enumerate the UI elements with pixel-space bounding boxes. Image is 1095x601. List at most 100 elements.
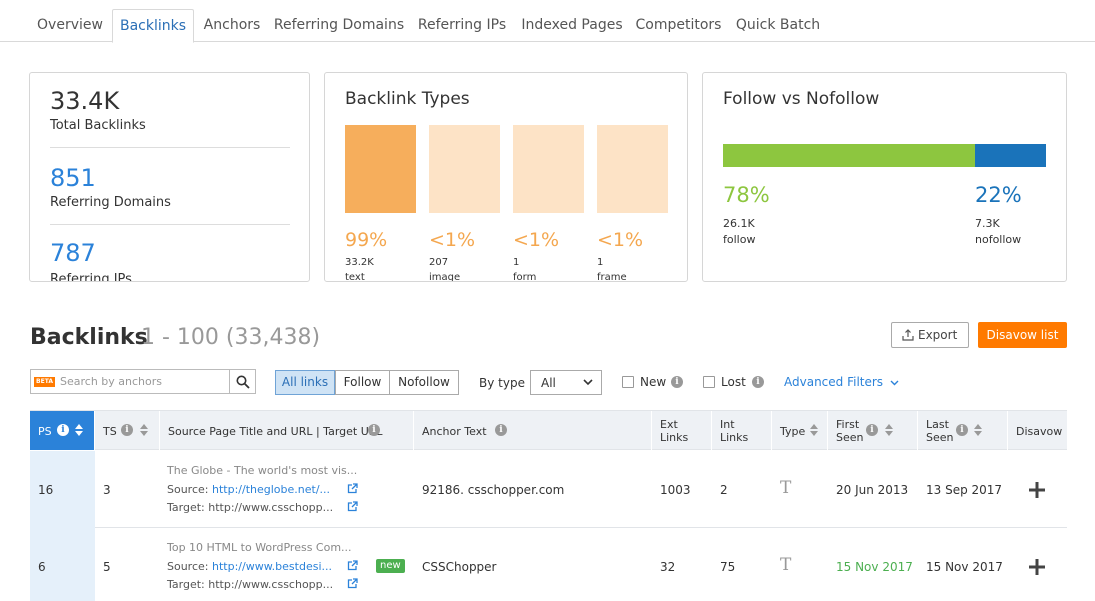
section-title: Backlinks	[30, 325, 148, 350]
referring-ips-label: Referring IPs	[50, 272, 132, 282]
col-ps[interactable]: PS i	[30, 411, 95, 450]
external-link-icon[interactable]	[347, 560, 358, 571]
add-disavow-icon[interactable]	[1028, 558, 1046, 576]
export-label: Export	[918, 328, 958, 342]
col-anchor: Anchor Text i	[414, 411, 652, 450]
source-info-icon[interactable]: i	[368, 424, 380, 436]
anchor-info-icon[interactable]: i	[495, 424, 507, 436]
table-header: PS i TS i Source Page Title and URL | Ta…	[30, 410, 1067, 450]
type-pct-frame: <1%	[597, 229, 644, 251]
follow-ratio-bar[interactable]	[723, 144, 1046, 167]
lost-checkbox[interactable]	[703, 376, 715, 388]
search-anchors-field[interactable]: BETA Search by anchors	[30, 369, 229, 394]
add-disavow-icon[interactable]	[1028, 481, 1046, 499]
source-url-link[interactable]: http://www.bestdesi...	[212, 560, 332, 573]
type-bar-frame[interactable]	[597, 125, 668, 213]
nofollow-pct: 22%	[975, 183, 1022, 207]
col-source-label: Source Page Title and URL | Target URL	[168, 425, 383, 438]
chevron-down-icon	[583, 379, 593, 386]
anchor-text: CSSChopper	[422, 560, 497, 574]
total-backlinks-value[interactable]: 33.4K	[50, 87, 120, 115]
source-url-link[interactable]: http://theglobe.net/...	[212, 483, 331, 496]
disavow-list-button[interactable]: Disavow list	[978, 322, 1067, 348]
tab-overview[interactable]: Overview	[37, 17, 103, 33]
filter-all-links[interactable]: All links	[275, 370, 335, 395]
source-title[interactable]: Top 10 HTML to WordPress Com...	[167, 541, 352, 554]
col-ext-label-2: Links	[660, 431, 689, 444]
col-first-seen[interactable]: First Seen i	[828, 411, 918, 450]
ts-value: 5	[103, 560, 111, 574]
text-type-icon: T	[780, 478, 792, 498]
external-link-icon[interactable]	[347, 578, 358, 589]
tab-indexed-pages[interactable]: Indexed Pages	[521, 17, 623, 33]
advanced-filters-label: Advanced Filters	[784, 375, 884, 389]
follow-label: follow	[723, 233, 756, 246]
table-row: 6 5 Top 10 HTML to WordPress Com... Sour…	[30, 528, 1067, 601]
sort-up-icon	[885, 424, 893, 429]
anchor-text: 92186. csschopper.com	[422, 483, 565, 497]
col-first-label-2: Seen	[836, 431, 864, 444]
ts-info-icon[interactable]: i	[121, 424, 133, 436]
col-type[interactable]: Type	[772, 411, 828, 450]
type-bar-image[interactable]	[429, 125, 500, 213]
source-title[interactable]: The Globe - The world's most vis...	[167, 464, 358, 477]
type-pct-form: <1%	[513, 229, 560, 251]
tab-backlinks[interactable]: Backlinks	[112, 9, 194, 43]
col-int-label-2: Links	[720, 431, 749, 444]
follow-pct: 78%	[723, 183, 770, 207]
last-seen-info-icon[interactable]: i	[956, 424, 968, 436]
target-line: Target: http://www.csschopp...	[167, 578, 333, 591]
col-last-label: Last	[926, 418, 949, 431]
referring-domains-value[interactable]: 851	[50, 164, 96, 192]
nofollow-bar-segment	[975, 144, 1046, 167]
nofollow-label: nofollow	[975, 233, 1022, 246]
sort-down-icon	[974, 431, 982, 436]
tab-referring-ips[interactable]: Referring IPs	[417, 17, 507, 33]
ps-cell	[30, 528, 95, 601]
type-select-value: All	[541, 376, 556, 390]
type-select[interactable]: All	[530, 370, 602, 395]
ext-links-value: 1003	[660, 483, 691, 497]
col-int-links[interactable]: Int Links	[712, 411, 772, 450]
filter-follow[interactable]: Follow	[335, 370, 390, 395]
export-button[interactable]: Export	[891, 322, 969, 348]
col-last-label-2: Seen	[926, 431, 954, 444]
source-line: Source: http://www.bestdesi...	[167, 560, 332, 573]
col-last-seen[interactable]: Last Seen i	[918, 411, 1008, 450]
tab-referring-domains[interactable]: Referring Domains	[273, 17, 405, 33]
target-url: http://www.csschopp...	[208, 501, 334, 514]
ps-info-icon[interactable]: i	[57, 424, 69, 436]
lost-info-icon[interactable]: i	[752, 376, 764, 388]
sort-up-icon	[75, 424, 83, 429]
type-label-text: text	[345, 272, 365, 282]
target-prefix: Target:	[167, 578, 205, 591]
type-count-text: 33.2K	[345, 257, 374, 268]
type-bar-form[interactable]	[513, 125, 584, 213]
first-seen-info-icon[interactable]: i	[866, 424, 878, 436]
tab-anchors[interactable]: Anchors	[203, 17, 261, 33]
filter-nofollow[interactable]: Nofollow	[389, 370, 459, 395]
type-bar-text[interactable]	[345, 125, 416, 213]
col-first-label: First	[836, 418, 860, 431]
referring-ips-value[interactable]: 787	[50, 239, 96, 267]
sort-down-icon	[810, 431, 818, 436]
type-label-frame: frame	[597, 272, 627, 282]
new-info-icon[interactable]: i	[671, 376, 683, 388]
col-ts[interactable]: TS i	[95, 411, 160, 450]
col-type-label: Type	[780, 425, 806, 438]
new-checkbox[interactable]	[622, 376, 634, 388]
sort-down-icon	[140, 431, 148, 436]
external-link-icon[interactable]	[347, 501, 358, 512]
type-label-image: image	[429, 272, 461, 282]
col-disavow-label: Disavow	[1016, 425, 1063, 438]
tab-competitors[interactable]: Competitors	[635, 17, 722, 33]
tab-quick-batch[interactable]: Quick Batch	[735, 17, 821, 33]
advanced-filters-link[interactable]: Advanced Filters	[784, 375, 899, 389]
search-button[interactable]	[229, 369, 256, 394]
sort-down-icon	[885, 431, 893, 436]
external-link-icon[interactable]	[347, 483, 358, 494]
ps-value: 16	[38, 483, 54, 497]
col-ext-links[interactable]: Ext Links	[652, 411, 712, 450]
export-icon	[902, 329, 914, 341]
col-source: Source Page Title and URL | Target URL i	[160, 411, 414, 450]
